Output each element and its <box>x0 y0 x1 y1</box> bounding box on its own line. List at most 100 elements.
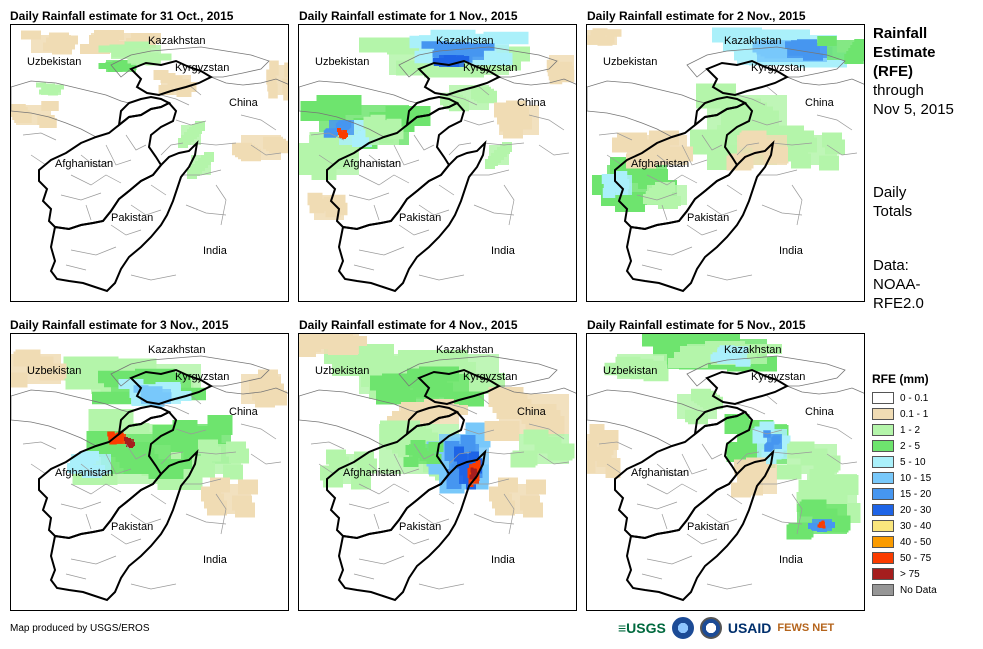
country-boundary <box>587 80 706 138</box>
province-boundary <box>598 441 633 450</box>
map-panel-6[interactable]: Kazakhstan Uzbekistan Kyrgyzstan China Afgha… <box>586 333 865 611</box>
rainfall-area <box>266 60 288 101</box>
map-label-india: India <box>491 245 516 257</box>
province-boundary <box>816 423 853 440</box>
map-label-afghanistan: Afghanistan <box>631 158 689 170</box>
map-label-pakistan: Pakistan <box>399 212 441 224</box>
legend-item: 1 - 2 <box>872 422 937 438</box>
province-boundary <box>757 478 798 485</box>
fews-net-logo: FEWS NET <box>777 622 835 634</box>
province-boundary <box>476 393 490 405</box>
province-boundary <box>368 463 400 477</box>
sidebar-data-line3: RFE2.0 <box>873 295 924 312</box>
sidebar-title-line2: Estimate <box>873 44 936 61</box>
province-boundary <box>125 134 147 151</box>
dos-seal-icon <box>699 617 722 639</box>
province-boundary <box>358 555 405 565</box>
map-label-uzbekistan: Uzbekistan <box>603 56 657 68</box>
province-boundary <box>538 144 570 156</box>
province-boundary <box>636 192 678 201</box>
province-boundary <box>476 84 490 96</box>
usgs-logo: ≡USGS <box>618 620 666 636</box>
panel-title-1: Daily Rainfall estimate for 31 Oct., 201… <box>10 9 234 23</box>
province-boundary <box>646 483 698 495</box>
province-boundary <box>318 154 335 166</box>
rainfall-area <box>21 30 78 55</box>
map-label-kazakhstan: Kazakhstan <box>724 344 781 356</box>
province-boundary <box>418 513 450 525</box>
province-boundary <box>606 463 623 475</box>
legend-item: 15 - 20 <box>872 486 937 502</box>
province-boundary <box>764 393 778 405</box>
province-boundary <box>70 246 117 256</box>
province-boundary <box>771 142 813 146</box>
legend-swatch <box>872 520 894 532</box>
province-boundary <box>661 204 668 221</box>
highlight-boundary <box>417 59 502 97</box>
map-label-china: China <box>229 406 259 418</box>
province-boundary <box>469 478 510 485</box>
sidebar-data-source: Data: NOAA- RFE2.0 <box>873 256 978 313</box>
map-panel-5[interactable]: Kazakhstan Uzbekistan Kyrgyzstan China Afgha… <box>298 333 577 611</box>
map-canvas: Kazakhstan Uzbekistan Kyrgyzstan China Afgha… <box>587 27 864 293</box>
legend-item: 10 - 15 <box>872 470 937 486</box>
legend: 0 - 0.1 0.1 - 1 1 - 2 2 - 5 5 - 10 10 - 15 15 … <box>872 390 937 598</box>
province-boundary <box>358 483 410 495</box>
legend-label: 50 - 75 <box>900 552 932 564</box>
province-boundary <box>80 463 112 477</box>
panel-title-5: Daily Rainfall estimate for 4 Nov., 2015 <box>299 318 518 332</box>
province-boundary <box>175 428 207 435</box>
province-boundary <box>826 453 858 465</box>
rainfall-area <box>485 142 512 169</box>
legend-swatch <box>872 440 894 452</box>
map-panel-4[interactable]: Kazakhstan Uzbekistan Kyrgyzstan China Afgha… <box>10 333 289 611</box>
legend-swatch <box>872 456 894 468</box>
province-boundary <box>473 513 515 525</box>
province-boundary <box>110 533 142 545</box>
province-boundary <box>175 119 207 126</box>
province-boundary <box>448 142 472 156</box>
footer-credit: Map produced by USGS/EROS <box>10 623 150 634</box>
map-label-china: China <box>517 97 547 109</box>
map-label-afghanistan: Afghanistan <box>343 467 401 479</box>
province-boundary <box>681 453 708 475</box>
sidebar-totals-line2: Totals <box>873 203 913 220</box>
highlight-boundary <box>117 404 172 437</box>
province-boundary <box>483 451 525 455</box>
province-boundary <box>483 142 525 146</box>
country-boundary <box>786 385 864 395</box>
province-boundary <box>469 169 510 176</box>
province-boundary <box>348 501 390 510</box>
province-boundary <box>85 204 92 221</box>
map-label-india: India <box>779 554 804 566</box>
province-boundary <box>150 184 167 196</box>
province-boundary <box>150 493 167 505</box>
province-boundary <box>726 493 743 505</box>
map-panel-3[interactable]: Kazakhstan Uzbekistan Kyrgyzstan China Afgha… <box>586 24 865 302</box>
legend-swatch <box>872 504 894 516</box>
province-boundary <box>358 174 410 186</box>
province-boundary <box>528 114 565 131</box>
country-boundary <box>786 76 864 86</box>
province-boundary <box>646 174 698 186</box>
province-boundary <box>641 573 663 580</box>
legend-label: 2 - 5 <box>900 440 921 452</box>
rainfall-area <box>587 28 622 46</box>
province-boundary <box>503 493 515 535</box>
province-boundary <box>538 453 570 465</box>
map-panel-1[interactable]: Kazakhstan Uzbekistan Kyrgyzstan China Afgha… <box>10 24 289 302</box>
province-boundary <box>598 132 633 141</box>
province-boundary <box>448 403 478 415</box>
province-boundary <box>185 513 227 525</box>
highlight-boundary <box>693 404 748 437</box>
sidebar-title: Rainfall Estimate (RFE) through Nov 5, 2… <box>873 24 978 119</box>
map-panel-2[interactable]: Kazakhstan Uzbekistan Kyrgyzstan China Afgha… <box>298 24 577 302</box>
legend-item: 0.1 - 1 <box>872 406 937 422</box>
map-label-afghanistan: Afghanistan <box>55 467 113 479</box>
province-boundary <box>438 493 455 505</box>
rainfall-area <box>107 431 126 445</box>
province-boundary <box>686 224 718 236</box>
province-boundary <box>701 134 723 151</box>
province-boundary <box>528 423 565 440</box>
province-boundary <box>70 174 122 186</box>
